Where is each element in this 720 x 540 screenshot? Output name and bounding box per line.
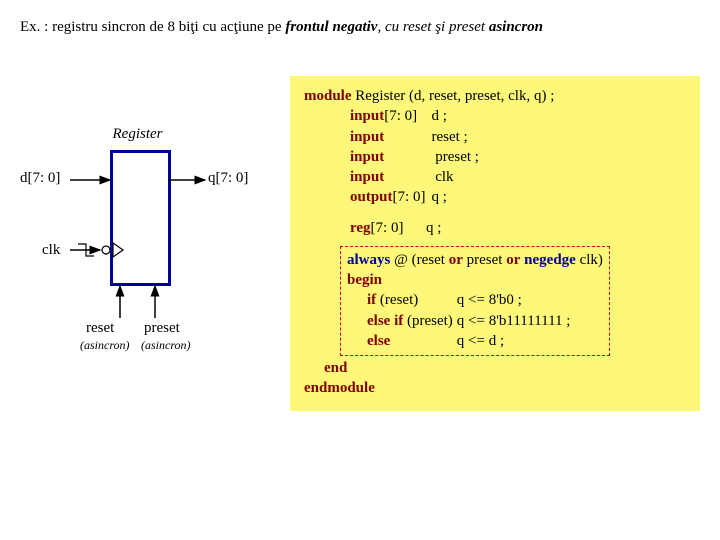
assign-d: q <= d ; (457, 331, 575, 351)
port-name: q ; (431, 187, 484, 207)
always-block: always @ (reset or preset or negedge clk… (340, 246, 686, 356)
port-keyword: output (350, 189, 393, 205)
reg-range: [7: 0] (371, 220, 404, 236)
module-keyword: module (304, 88, 352, 104)
negedge-keyword: negedge (524, 252, 576, 268)
title-mid: , cu reset şi preset (377, 19, 488, 35)
if-line: if (reset) q <= 8'b0 ; (367, 290, 574, 310)
port-row: input preset ; (350, 147, 485, 167)
end-keyword: end (324, 360, 347, 376)
verilog-code-block: module Register (d, reset, preset, clk, … (290, 76, 700, 411)
title-emph-2: asincron (489, 19, 543, 35)
title-prefix: Ex. : registru sincron de 8 biţi cu acţi… (20, 19, 285, 35)
port-name: d ; (431, 106, 484, 126)
if-else-block: if (reset) q <= 8'b0 ; else if (preset) … (367, 290, 574, 351)
endmodule-keyword: endmodule (304, 380, 375, 396)
else-keyword: else (367, 333, 390, 349)
title-emph-1: frontul negativ (285, 19, 377, 35)
port-keyword: input (350, 108, 384, 124)
at-symbol: @ ( (390, 252, 416, 268)
else-line: else q <= d ; (367, 331, 574, 351)
assign-reset: q <= 8'b0 ; (457, 290, 575, 310)
port-name: clk (435, 169, 453, 185)
port-range: [7: 0] (384, 108, 417, 124)
reg-name: q ; (426, 220, 441, 236)
module-line: module Register (d, reset, preset, clk, … (304, 86, 686, 106)
clk-edge-triangle-icon (113, 243, 123, 257)
endmodule-line: endmodule (304, 378, 686, 398)
module-decl: Register (d, reset, preset, clk, q) ; (352, 88, 555, 104)
page-title: Ex. : registru sincron de 8 biţi cu acţi… (20, 18, 700, 36)
port-row: input clk (350, 167, 485, 187)
if-keyword: if (367, 292, 376, 308)
elseif-cond: (preset) (403, 313, 453, 329)
port-row: input reset ; (350, 127, 485, 147)
port-keyword: input (350, 129, 384, 145)
if-cond: (reset) (376, 292, 418, 308)
begin-line: begin (347, 270, 603, 290)
port-name: reset ; (431, 127, 484, 147)
assign-preset: q <= 8'b11111111 ; (457, 311, 575, 331)
always-sens-line: always @ (reset or preset or negedge clk… (347, 250, 603, 270)
port-keyword: input (350, 149, 384, 165)
or-keyword: or (449, 252, 463, 268)
begin-keyword: begin (347, 272, 382, 288)
clk-negedge-bubble (102, 246, 110, 254)
always-dashed-box: always @ (reset or preset or negedge clk… (340, 246, 610, 356)
elseif-keyword: else if (367, 313, 403, 329)
end-line: end (324, 358, 686, 378)
port-row: output[7: 0] q ; (350, 187, 485, 207)
port-range: [7: 0] (393, 189, 426, 205)
always-keyword: always (347, 252, 390, 268)
reg-keyword: reg (350, 220, 371, 236)
port-decl-table: input[7: 0] d ; input reset ; input pres… (350, 106, 485, 207)
or-keyword: or (506, 252, 520, 268)
schematic-wires (20, 120, 280, 380)
sens-clk: clk) (576, 252, 603, 268)
port-name: preset ; (435, 149, 479, 165)
reg-decl-line: reg[7: 0] q ; (350, 218, 686, 238)
sens-preset: preset (463, 252, 506, 268)
register-schematic: Register d[7: 0] q[7: 0] clk reset prese… (20, 120, 280, 380)
port-row: input[7: 0] d ; (350, 106, 485, 126)
sens-reset: reset (417, 252, 449, 268)
port-keyword: input (350, 169, 384, 185)
elseif-line: else if (preset) q <= 8'b11111111 ; (367, 311, 574, 331)
